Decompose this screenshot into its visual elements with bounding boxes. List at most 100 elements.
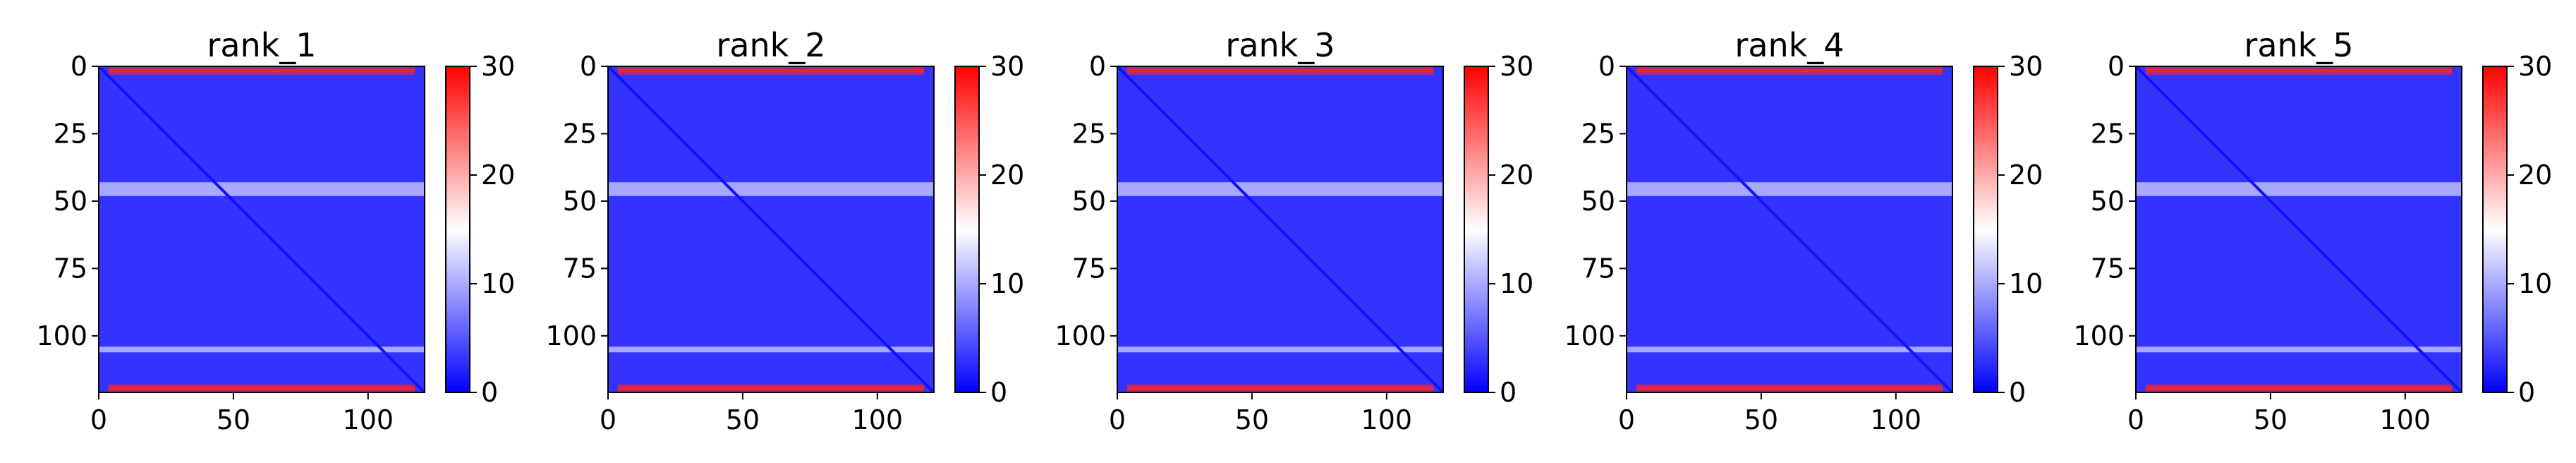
heatmap-diagonal [1116,65,1445,394]
y-tick-label: 100 [1564,320,1615,351]
heatmap-band-row [2136,182,2462,186]
heatmap-band-row [1117,347,1443,350]
heatmap-band-row [99,187,425,191]
y-tick-label: 75 [1581,253,1615,284]
y-tick-label: 100 [36,320,87,351]
heatmap-high-row [108,68,415,73]
heatmap-band-row [99,182,425,186]
heatmap-band-row [608,349,934,353]
colorbar-tick-label: 0 [481,377,498,408]
panel-title: rank_3 [1225,26,1335,64]
x-tick-label: 0 [600,404,616,435]
y-tick-label: 0 [2108,51,2125,82]
heatmap-high-row [1636,390,1943,393]
y-tick-label: 75 [1072,253,1106,284]
axes-frame [2135,66,2462,393]
heatmap-band-row [2136,347,2462,350]
x-tick-label: 100 [1361,404,1413,435]
colorbar [445,66,470,393]
heatmap-band-row [1627,190,1952,193]
colorbar-tick-label: 20 [481,160,515,191]
panel-title: rank_1 [207,26,316,64]
heatmap-high-row [617,384,925,387]
heatmap-high-row [2145,71,2453,75]
heatmap-high-row [108,387,415,390]
y-tick-label: 25 [2091,118,2125,149]
heatmap-high-row [2145,390,2453,393]
y-tick-label: 50 [1072,186,1106,217]
heatmap-band-row [1627,349,1952,353]
heatmap-band-row [1627,347,1952,350]
heatmap-band-row [608,190,934,193]
colorbar-tick-label: 30 [990,51,1024,82]
x-tick-label: 0 [2127,404,2144,435]
x-tick-label: 0 [1109,404,1126,435]
y-tick-label: 0 [1089,51,1106,82]
heatmap-band-row [99,347,425,350]
heatmap-high-row [617,66,925,70]
colorbar-tick-label: 10 [2518,268,2552,299]
heatmap-band-row [2136,187,2462,191]
colorbar-tick-label: 10 [990,268,1024,299]
x-tick-label: 100 [2380,404,2431,435]
heatmap-high-row [2145,68,2453,73]
y-tick-label: 0 [1598,51,1615,82]
colorbar [954,66,980,393]
heatmap-high-row [1126,390,1434,393]
heatmap-band-row [608,185,934,188]
colorbar [2482,66,2508,393]
colorbar-tick-label: 0 [990,377,1007,408]
heatmap-high-row [1126,68,1434,73]
x-tick-label: 100 [852,404,904,435]
colorbar-tick-label: 20 [2009,160,2043,191]
heatmap-high-row [617,71,925,75]
y-tick-label: 25 [1072,118,1106,149]
colorbar [1973,66,1998,393]
y-tick-label: 50 [54,186,87,217]
x-tick-label: 100 [343,404,394,435]
heatmap-band-row [99,185,425,188]
heatmap-high-row [2145,66,2453,70]
y-tick-label: 50 [2091,186,2125,217]
heatmap-band-row [2136,185,2462,188]
heatmap-band-row [99,193,425,196]
heatmap-band-row [1117,187,1443,191]
heatmap-high-row [1636,66,1943,70]
heatmap-band-row [608,187,934,191]
heatmap-band-row [1627,187,1952,191]
y-tick-label: 25 [54,118,87,149]
x-tick-label: 50 [217,404,250,435]
heatmap-panel: rank_4 0 25 50 75 100 0 50 100 0 10 20 30 [1564,26,2043,435]
axes-frame [1626,66,1953,393]
heatmap-high-row [617,390,925,393]
heatmap-diagonal [1625,65,1954,394]
heatmap-high-row [108,66,415,70]
heatmap-band-row [1117,349,1443,353]
heatmap-high-row [2145,384,2453,387]
x-tick-label: 0 [1618,404,1635,435]
panel-title: rank_2 [716,26,825,64]
y-tick-label: 0 [580,51,597,82]
colorbar-tick-label: 20 [2518,160,2552,191]
colorbar-tick-label: 0 [2009,377,2026,408]
heatmap-high-row [617,387,925,390]
y-tick-label: 25 [563,118,597,149]
colorbar-tick-label: 10 [481,268,515,299]
heatmap-band-row [1117,185,1443,188]
panel-title: rank_5 [2244,26,2353,64]
colorbar-tick-label: 10 [1500,268,1533,299]
heatmap-band-row [1117,190,1443,193]
heatmap-high-row [1636,68,1943,73]
heatmap-high-row [617,68,925,73]
colorbar [1464,66,1489,393]
y-tick-label: 100 [545,320,597,351]
heatmap-panel: rank_2 0 25 50 75 100 0 50 100 0 10 20 30 [545,26,1024,435]
heatmap-panel: rank_3 0 25 50 75 100 0 50 100 0 10 20 30 [1055,26,1533,435]
colorbar-tick-label: 20 [990,160,1024,191]
x-tick-label: 50 [1744,404,1778,435]
x-tick-label: 50 [2254,404,2288,435]
heatmap-panel: rank_5 0 25 50 75 100 0 50 100 0 10 20 30 [2073,26,2552,435]
y-tick-label: 75 [2091,253,2125,284]
heatmap-band-row [1117,182,1443,186]
